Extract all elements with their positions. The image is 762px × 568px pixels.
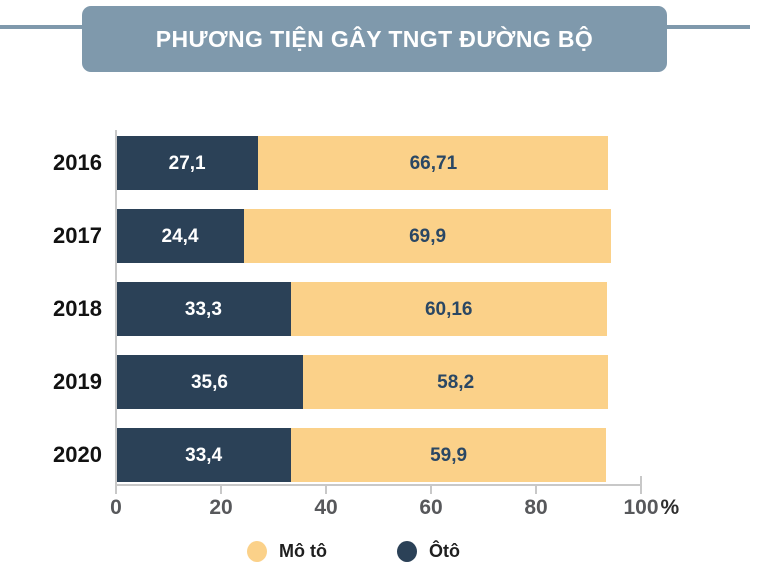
bar-value-label: 66,71	[409, 152, 458, 174]
bar-segment-moto: 69,9	[244, 209, 612, 263]
bar-segment-moto: 66,71	[258, 136, 609, 190]
bar-segment-oto: 33,4	[116, 428, 292, 482]
chart-title-banner: PHƯƠNG TIỆN GÂY TNGT ĐƯỜNG BỘ	[82, 6, 667, 72]
category-label: 2018	[53, 296, 102, 321]
x-axis-tick-label: 60	[419, 496, 443, 519]
bar-segment-moto: 58,2	[302, 355, 609, 409]
bar-value-label: 59,9	[430, 444, 468, 466]
category-label: 2017	[53, 223, 102, 248]
bar-value-label: 35,6	[190, 371, 228, 393]
x-axis-tick	[325, 486, 327, 494]
category-label: 2016	[53, 150, 102, 175]
x-axis-tick	[535, 486, 537, 494]
x-axis-tick-label: 100%	[623, 496, 680, 519]
bar-segment-oto: 24,4	[116, 209, 245, 263]
x-axis-tick	[115, 486, 117, 494]
category-label: 2019	[53, 369, 102, 394]
legend-item-oto: Ôtô	[397, 541, 460, 562]
legend-item-moto: Mô tô	[247, 541, 327, 562]
x-axis-tick-label: 0	[110, 496, 122, 519]
bar-segment-oto: 35,6	[116, 355, 303, 409]
legend-swatch-oto	[397, 541, 417, 562]
percent-suffix: %	[660, 496, 680, 519]
bar-value-label: 33,4	[185, 444, 223, 466]
bar-segment-moto: 59,9	[291, 428, 606, 482]
bar-value-label: 27,1	[168, 152, 206, 174]
bar-segment-oto: 27,1	[116, 136, 259, 190]
decorative-rule-left	[0, 25, 92, 29]
x-axis-line	[115, 484, 642, 486]
legend-label-moto: Mô tô	[279, 541, 327, 561]
bar-value-label: 58,2	[437, 371, 475, 393]
bar-segment-oto: 33,3	[116, 282, 291, 336]
bar-segment-moto: 60,16	[290, 282, 607, 336]
bar-value-label: 69,9	[409, 225, 447, 247]
x-axis-tick	[220, 486, 222, 494]
legend-swatch-moto	[247, 541, 267, 562]
bar-value-label: 33,3	[184, 298, 222, 320]
bar-value-label: 24,4	[161, 225, 199, 247]
chart-title: PHƯƠNG TIỆN GÂY TNGT ĐƯỜNG BỘ	[155, 25, 594, 52]
y-axis-line	[115, 130, 117, 486]
decorative-rule-right	[660, 25, 750, 29]
legend-label-oto: Ôtô	[429, 541, 460, 561]
x-axis-tick	[430, 486, 432, 494]
x-axis-end-tick	[640, 476, 642, 484]
x-axis-tick-label: 20	[209, 496, 233, 519]
x-axis-tick-label: 40	[314, 496, 338, 519]
category-label: 2020	[53, 442, 102, 467]
bar-value-label: 60,16	[424, 298, 473, 320]
x-axis-tick-label: 80	[524, 496, 548, 519]
x-axis-tick	[640, 486, 642, 494]
